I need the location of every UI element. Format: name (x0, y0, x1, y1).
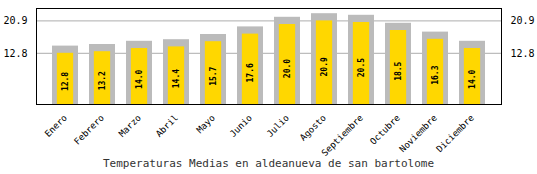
svg-text:Febrero: Febrero (72, 113, 106, 147)
svg-text:12.8: 12.8 (61, 72, 70, 91)
html-text:Temperaturas Medias en aldeanu: Temperaturas Medias en aldeanueva de san… (102, 157, 435, 170)
svg-text:13.2: 13.2 (98, 71, 107, 90)
svg-text:Julio: Julio (265, 113, 291, 139)
svg-text:Noviembre: Noviembre (397, 113, 439, 155)
svg-text:17.6: 17.6 (246, 63, 255, 82)
svg-text:Diciembre: Diciembre (434, 113, 476, 155)
svg-text:20.9: 20.9 (320, 57, 329, 76)
svg-text:16.3: 16.3 (431, 65, 440, 84)
svg-text:Agosto: Agosto (298, 113, 328, 143)
svg-text:12.8: 12.8 (3, 48, 27, 59)
svg-text:20.9: 20.9 (3, 15, 27, 26)
svg-text:Octubre: Octubre (368, 113, 402, 147)
svg-text:20.0: 20.0 (283, 59, 292, 78)
svg-text:14.0: 14.0 (135, 69, 144, 88)
svg-text:Septiembre: Septiembre (320, 113, 365, 156)
svg-text:14.4: 14.4 (172, 69, 181, 88)
svg-text:20.5: 20.5 (357, 58, 366, 77)
svg-text:Enero: Enero (43, 113, 69, 139)
svg-text:18.5: 18.5 (394, 61, 403, 80)
svg-text:20.9: 20.9 (511, 15, 535, 26)
svg-text:Abril: Abril (154, 113, 180, 139)
svg-text:14.0: 14.0 (468, 69, 477, 88)
svg-text:12.8: 12.8 (511, 48, 535, 59)
svg-text:15.7: 15.7 (209, 66, 218, 85)
svg-text:Marzo: Marzo (117, 113, 143, 139)
svg-text:Mayo: Mayo (195, 113, 217, 135)
svg-text:Junio: Junio (228, 113, 254, 139)
